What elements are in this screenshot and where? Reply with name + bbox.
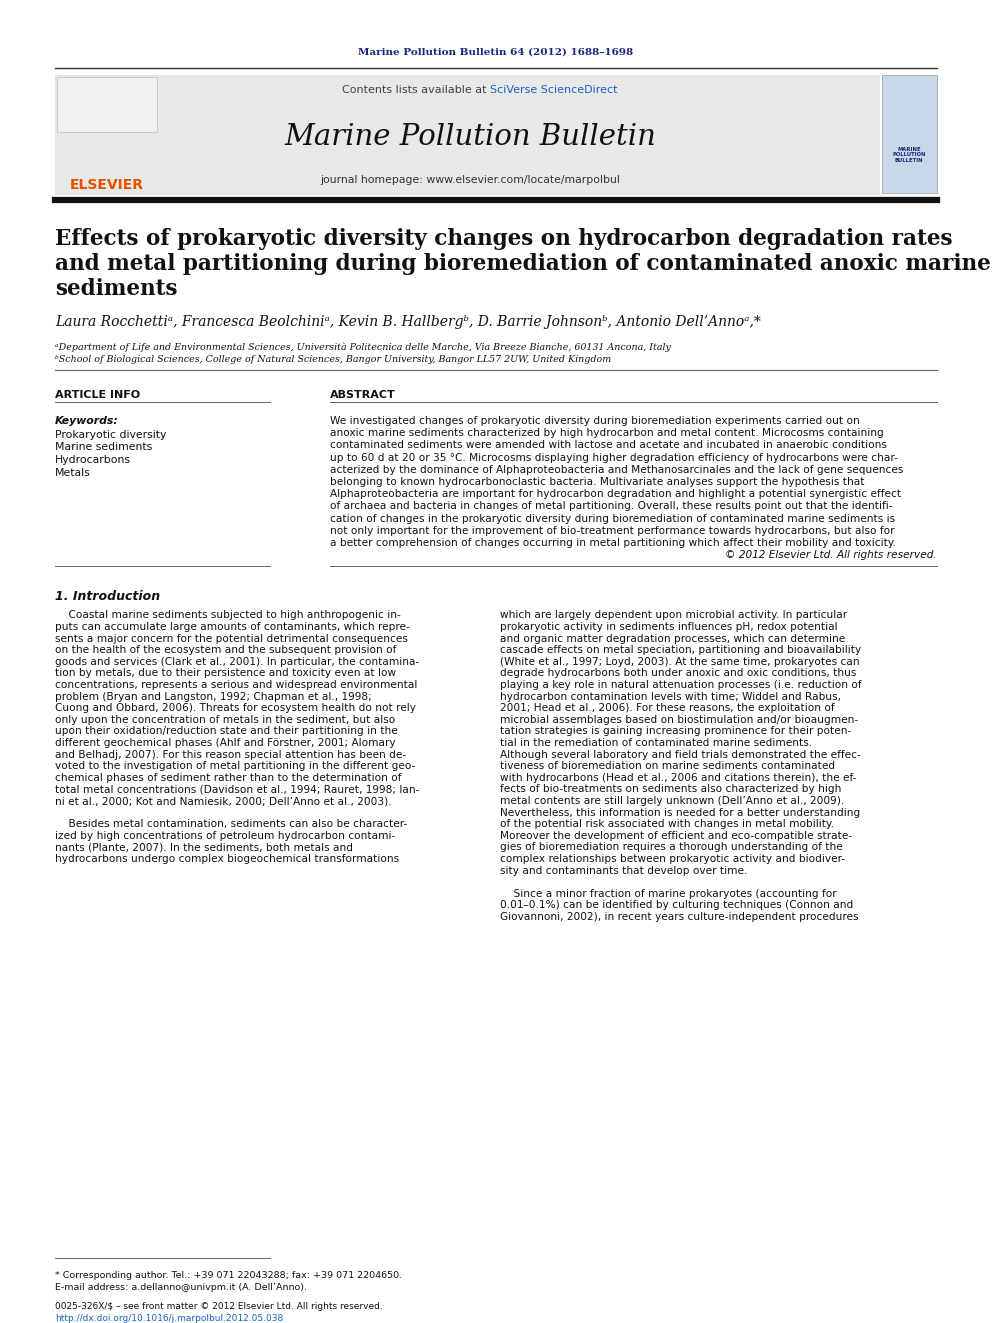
Text: different geochemical phases (Ahlf and Förstner, 2001; Alomary: different geochemical phases (Ahlf and F… [55, 738, 396, 747]
Text: fects of bio-treatments on sediments also characterized by high: fects of bio-treatments on sediments als… [500, 785, 841, 794]
Text: ELSEVIER: ELSEVIER [70, 179, 144, 192]
Text: and Belhadj, 2007). For this reason special attention has been de-: and Belhadj, 2007). For this reason spec… [55, 750, 406, 759]
Text: Cuong and Obbard, 2006). Threats for ecosystem health do not rely: Cuong and Obbard, 2006). Threats for eco… [55, 704, 416, 713]
Text: acterized by the dominance of Alphaproteobacteria and Methanosarcinales and the : acterized by the dominance of Alphaprote… [330, 464, 904, 475]
Text: belonging to known hydrocarbonoclastic bacteria. Multivariate analyses support t: belonging to known hydrocarbonoclastic b… [330, 478, 864, 487]
Text: Although several laboratory and field trials demonstrated the effec-: Although several laboratory and field tr… [500, 750, 861, 759]
Text: problem (Bryan and Langston, 1992; Chapman et al., 1998;: problem (Bryan and Langston, 1992; Chapm… [55, 692, 372, 701]
Text: only upon the concentration of metals in the sediment, but also: only upon the concentration of metals in… [55, 714, 395, 725]
Bar [57, 77, 157, 132]
Text: of archaea and bacteria in changes of metal partitioning. Overall, these results: of archaea and bacteria in changes of me… [330, 501, 893, 512]
Text: SciVerse ScienceDirect: SciVerse ScienceDirect [490, 85, 617, 95]
Text: goods and services (Clark et al., 2001). In particular, the contamina-: goods and services (Clark et al., 2001).… [55, 656, 420, 667]
Text: tion by metals, due to their persistence and toxicity even at low: tion by metals, due to their persistence… [55, 668, 396, 679]
Text: Alphaproteobacteria are important for hydrocarbon degradation and highlight a po: Alphaproteobacteria are important for hy… [330, 490, 901, 499]
Text: Keywords:: Keywords: [55, 415, 119, 426]
Text: MARINE
POLLUTION
BULLETIN: MARINE POLLUTION BULLETIN [892, 147, 926, 163]
Text: tation strategies is gaining increasing prominence for their poten-: tation strategies is gaining increasing … [500, 726, 851, 737]
Text: © 2012 Elsevier Ltd. All rights reserved.: © 2012 Elsevier Ltd. All rights reserved… [725, 550, 937, 560]
Text: E-mail address: a.dellanno@univpm.it (A. Dell’Anno).: E-mail address: a.dellanno@univpm.it (A.… [55, 1283, 307, 1293]
Text: and organic matter degradation processes, which can determine: and organic matter degradation processes… [500, 634, 845, 643]
Text: a better comprehension of changes occurring in metal partitioning which affect t: a better comprehension of changes occurr… [330, 538, 896, 548]
Text: (White et al., 1997; Loyd, 2003). At the same time, prokaryotes can: (White et al., 1997; Loyd, 2003). At the… [500, 656, 860, 667]
Text: Laura Rocchettiᵃ, Francesca Beolchiniᵃ, Kevin B. Hallbergᵇ, D. Barrie Johnsonᵇ, : Laura Rocchettiᵃ, Francesca Beolchiniᵃ, … [55, 315, 761, 329]
Text: Effects of prokaryotic diversity changes on hydrocarbon degradation rates: Effects of prokaryotic diversity changes… [55, 228, 952, 250]
Text: hydrocarbon contamination levels with time; Widdel and Rabus,: hydrocarbon contamination levels with ti… [500, 692, 841, 701]
Text: ARTICLE INFO: ARTICLE INFO [55, 390, 140, 400]
Text: hydrocarbons undergo complex biogeochemical transformations: hydrocarbons undergo complex biogeochemi… [55, 855, 399, 864]
Text: Giovannoni, 2002), in recent years culture-independent procedures: Giovannoni, 2002), in recent years cultu… [500, 912, 858, 922]
Text: tial in the remediation of contaminated marine sediments.: tial in the remediation of contaminated … [500, 738, 812, 747]
Text: concentrations, represents a serious and widespread environmental: concentrations, represents a serious and… [55, 680, 418, 691]
Text: microbial assemblages based on biostimulation and/or bioaugmen-: microbial assemblages based on biostimul… [500, 714, 858, 725]
Text: with hydrocarbons (Head et al., 2006 and citations therein), the ef-: with hydrocarbons (Head et al., 2006 and… [500, 773, 856, 783]
Text: gies of bioremediation requires a thorough understanding of the: gies of bioremediation requires a thorou… [500, 843, 843, 852]
Text: total metal concentrations (Davidson et al., 1994; Rauret, 1998; Ian-: total metal concentrations (Davidson et … [55, 785, 420, 794]
Text: complex relationships between prokaryotic activity and biodiver-: complex relationships between prokaryoti… [500, 855, 845, 864]
Text: of the potential risk associated with changes in metal mobility.: of the potential risk associated with ch… [500, 819, 834, 830]
Text: Marine Pollution Bulletin 64 (2012) 1688–1698: Marine Pollution Bulletin 64 (2012) 1688… [358, 48, 634, 57]
Text: Since a minor fraction of marine prokaryotes (accounting for: Since a minor fraction of marine prokary… [500, 889, 836, 898]
Text: voted to the investigation of metal partitioning in the different geo-: voted to the investigation of metal part… [55, 761, 416, 771]
Bar [55, 75, 880, 194]
Text: puts can accumulate large amounts of contaminants, which repre-: puts can accumulate large amounts of con… [55, 622, 410, 632]
Text: ᵇSchool of Biological Sciences, College of Natural Sciences, Bangor University, : ᵇSchool of Biological Sciences, College … [55, 355, 611, 364]
Text: degrade hydrocarbons both under anoxic and oxic conditions, thus: degrade hydrocarbons both under anoxic a… [500, 668, 856, 679]
Text: Besides metal contamination, sediments can also be character-: Besides metal contamination, sediments c… [55, 819, 408, 830]
Text: * Corresponding author. Tel.: +39 071 22043288; fax: +39 071 2204650.: * Corresponding author. Tel.: +39 071 22… [55, 1271, 402, 1279]
Text: Marine sediments: Marine sediments [55, 442, 152, 452]
Text: Hydrocarbons: Hydrocarbons [55, 455, 131, 464]
Text: anoxic marine sediments characterized by high hydrocarbon and metal content. Mic: anoxic marine sediments characterized by… [330, 429, 884, 438]
Text: Prokaryotic diversity: Prokaryotic diversity [55, 430, 167, 441]
Text: 0.01–0.1%) can be identified by culturing techniques (Connon and: 0.01–0.1%) can be identified by culturin… [500, 901, 853, 910]
Text: Marine Pollution Bulletin: Marine Pollution Bulletin [284, 123, 656, 151]
Text: Nevertheless, this information is needed for a better understanding: Nevertheless, this information is needed… [500, 807, 860, 818]
Text: and metal partitioning during bioremediation of contaminated anoxic marine: and metal partitioning during bioremedia… [55, 253, 991, 275]
Text: ized by high concentrations of petroleum hydrocarbon contami-: ized by high concentrations of petroleum… [55, 831, 395, 841]
Text: chemical phases of sediment rather than to the determination of: chemical phases of sediment rather than … [55, 773, 402, 783]
Text: Contents lists available at: Contents lists available at [342, 85, 490, 95]
Bar [882, 75, 937, 193]
Text: cation of changes in the prokaryotic diversity during bioremediation of contamin: cation of changes in the prokaryotic div… [330, 513, 895, 524]
Text: upon their oxidation/reduction state and their partitioning in the: upon their oxidation/reduction state and… [55, 726, 398, 737]
Text: contaminated sediments were amended with lactose and acetate and incubated in an: contaminated sediments were amended with… [330, 441, 887, 450]
Text: on the health of the ecosystem and the subsequent provision of: on the health of the ecosystem and the s… [55, 646, 397, 655]
Text: metal contents are still largely unknown (Dell’Anno et al., 2009).: metal contents are still largely unknown… [500, 796, 844, 806]
Text: nants (Plante, 2007). In the sediments, both metals and: nants (Plante, 2007). In the sediments, … [55, 843, 353, 852]
Text: We investigated changes of prokaryotic diversity during bioremediation experimen: We investigated changes of prokaryotic d… [330, 415, 860, 426]
Text: Coastal marine sediments subjected to high anthropogenic in-: Coastal marine sediments subjected to hi… [55, 610, 401, 620]
Text: cascade effects on metal speciation, partitioning and bioavailability: cascade effects on metal speciation, par… [500, 646, 861, 655]
Text: not only important for the improvement of bio-treatment performance towards hydr: not only important for the improvement o… [330, 525, 895, 536]
Text: 1. Introduction: 1. Introduction [55, 590, 160, 603]
Text: which are largely dependent upon microbial activity. In particular: which are largely dependent upon microbi… [500, 610, 847, 620]
Text: 2001; Head et al., 2006). For these reasons, the exploitation of: 2001; Head et al., 2006). For these reas… [500, 704, 834, 713]
Text: sents a major concern for the potential detrimental consequences: sents a major concern for the potential … [55, 634, 408, 643]
Text: Moreover the development of efficient and eco-compatible strate-: Moreover the development of efficient an… [500, 831, 852, 841]
Text: ᵃDepartment of Life and Environmental Sciences, Università Politecnica delle Mar: ᵃDepartment of Life and Environmental Sc… [55, 343, 671, 352]
Text: ni et al., 2000; Kot and Namiesik, 2000; Dell’Anno et al., 2003).: ni et al., 2000; Kot and Namiesik, 2000;… [55, 796, 392, 806]
Text: up to 60 d at 20 or 35 °C. Microcosms displaying higher degradation efficiency o: up to 60 d at 20 or 35 °C. Microcosms di… [330, 452, 898, 463]
Text: prokaryotic activity in sediments influences pH, redox potential: prokaryotic activity in sediments influe… [500, 622, 837, 632]
Text: 0025-326X/$ – see front matter © 2012 Elsevier Ltd. All rights reserved.: 0025-326X/$ – see front matter © 2012 El… [55, 1302, 383, 1311]
Text: Metals: Metals [55, 467, 90, 478]
Text: http://dx.doi.org/10.1016/j.marpolbul.2012.05.038: http://dx.doi.org/10.1016/j.marpolbul.20… [55, 1314, 284, 1323]
Text: ABSTRACT: ABSTRACT [330, 390, 396, 400]
Text: tiveness of bioremediation on marine sediments contaminated: tiveness of bioremediation on marine sed… [500, 761, 835, 771]
Text: playing a key role in natural attenuation processes (i.e. reduction of: playing a key role in natural attenuatio… [500, 680, 862, 691]
Text: journal homepage: www.elsevier.com/locate/marpolbul: journal homepage: www.elsevier.com/locat… [320, 175, 620, 185]
Text: sity and contaminants that develop over time.: sity and contaminants that develop over … [500, 865, 747, 876]
Text: sediments: sediments [55, 278, 178, 300]
